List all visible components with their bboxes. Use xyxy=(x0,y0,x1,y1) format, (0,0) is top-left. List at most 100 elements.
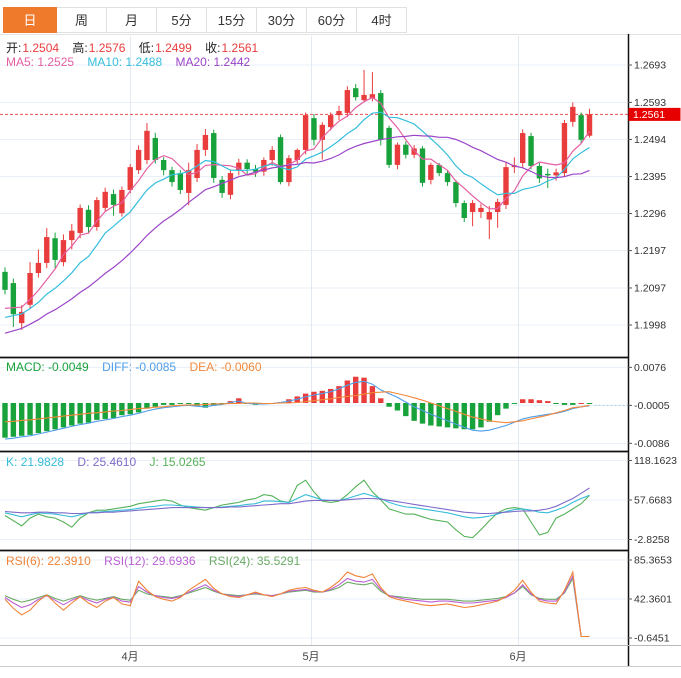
candle-body xyxy=(411,148,417,155)
candle-body xyxy=(77,207,83,233)
rsi24-line xyxy=(4,576,590,638)
candle-body xyxy=(219,179,225,193)
axis-label: -0.0005 xyxy=(634,400,670,412)
tab-60min[interactable]: 60分 xyxy=(307,7,357,33)
macd-bar xyxy=(344,380,351,403)
macd-bar xyxy=(19,403,25,436)
axis-label: 1.2395 xyxy=(634,171,666,183)
diff-line xyxy=(4,380,590,440)
candle-body xyxy=(336,111,342,116)
macd-bar xyxy=(453,403,459,429)
tab-4hour[interactable]: 4时 xyxy=(357,7,407,33)
candle-body xyxy=(353,88,359,98)
rsi6-line xyxy=(4,570,590,638)
tab-5min[interactable]: 5分 xyxy=(157,7,207,33)
ma10-line xyxy=(4,111,590,318)
candle-body xyxy=(494,201,501,213)
candle-body xyxy=(553,172,559,176)
candle-body xyxy=(110,194,117,205)
ma20-line xyxy=(4,134,590,334)
macd-bar xyxy=(378,398,384,403)
macd-bar xyxy=(528,399,534,403)
macd-bar xyxy=(436,403,442,427)
candle-body xyxy=(52,238,58,260)
axis-label: 1.2097 xyxy=(634,282,666,294)
candle-body xyxy=(361,94,367,101)
axis-label: -2.8258 xyxy=(634,534,670,546)
macd-bar xyxy=(369,386,376,403)
macd-bar xyxy=(10,403,17,437)
candle-body xyxy=(302,115,309,150)
tab-month[interactable]: 月 xyxy=(107,7,157,33)
candle-body xyxy=(469,203,476,213)
axis-label: 1.2593 xyxy=(634,97,666,109)
macd-bar xyxy=(570,403,576,405)
macd-bar xyxy=(169,403,175,405)
candle-body xyxy=(177,173,184,190)
axis-label: 1.2561 xyxy=(633,109,665,121)
axis-label: 118.1623 xyxy=(634,455,677,467)
candle-body xyxy=(2,271,8,290)
tab-day[interactable]: 日 xyxy=(3,7,57,33)
macd-bar xyxy=(361,377,367,403)
candle-body xyxy=(119,189,125,214)
macd-bar xyxy=(119,403,125,416)
axis-label: 0.0076 xyxy=(634,362,666,374)
macd-bar xyxy=(77,403,83,424)
candle-body xyxy=(135,149,142,171)
macd-bar xyxy=(102,403,108,419)
interval-tabbar: 日周月 5分 15分 30分 60分 4时 xyxy=(0,0,681,35)
macd-bar xyxy=(386,403,392,407)
macd-bar xyxy=(561,403,568,405)
candle-body xyxy=(436,164,442,174)
macd-bar xyxy=(27,403,33,435)
candle-body xyxy=(486,212,492,220)
candle-body xyxy=(194,149,200,178)
macd-bar xyxy=(494,403,501,416)
d-line xyxy=(4,487,590,515)
dea-line xyxy=(4,391,590,424)
macd-bar xyxy=(394,403,401,411)
macd-bar xyxy=(536,400,543,403)
candle-body xyxy=(394,144,401,165)
macd-bar xyxy=(152,403,158,407)
candle-body xyxy=(269,149,275,161)
macd-bar xyxy=(353,376,359,403)
macd-bar xyxy=(2,403,8,438)
candle-body xyxy=(570,106,576,122)
macd-bar xyxy=(69,403,75,426)
macd-bar xyxy=(60,403,67,428)
candle-body xyxy=(428,164,434,180)
macd-bar xyxy=(186,403,192,404)
candle-body xyxy=(19,311,25,324)
macd-bar xyxy=(302,393,309,403)
macd-bar xyxy=(336,386,342,403)
candle-body xyxy=(344,90,351,113)
current-price-badge xyxy=(628,107,681,121)
macd-bar xyxy=(94,403,100,420)
candle-body xyxy=(94,200,100,227)
axis-label: 42.3601 xyxy=(634,594,672,606)
axis-label: 85.3653 xyxy=(634,555,672,567)
axis-label: 1.2296 xyxy=(634,208,666,220)
axis-label: -0.0086 xyxy=(634,438,670,450)
macd-bar xyxy=(545,401,551,403)
tab-week[interactable]: 周 xyxy=(57,7,107,33)
interval-tabs: 日周月 5分 15分 30分 60分 4时 xyxy=(3,7,407,33)
tab-15min[interactable]: 15分 xyxy=(207,7,257,33)
macd-bar xyxy=(52,403,58,430)
candle-body xyxy=(152,137,158,161)
candle-body xyxy=(102,191,108,208)
macd-bar xyxy=(478,403,484,428)
macd-bar xyxy=(444,403,451,428)
axis-label: 5月 xyxy=(302,651,319,663)
macd-bar xyxy=(160,403,167,405)
candle-body xyxy=(127,167,133,190)
macd-bar xyxy=(419,403,426,424)
candle-body xyxy=(545,173,551,176)
candle-body xyxy=(27,272,33,305)
tab-30min[interactable]: 30分 xyxy=(257,7,307,33)
axis-label: 57.6683 xyxy=(634,495,672,507)
candle-body xyxy=(10,283,17,315)
